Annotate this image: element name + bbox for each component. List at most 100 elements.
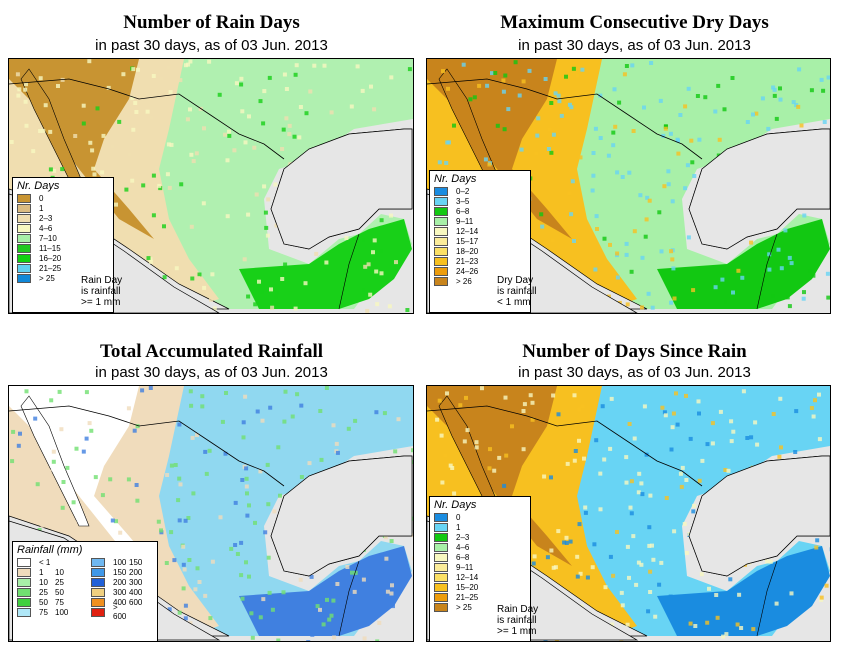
panel-title: Total Accumulated Rainfall <box>99 341 324 362</box>
pixel-cell <box>699 572 704 577</box>
pixel-cell <box>290 414 295 419</box>
pixel-cell <box>572 239 576 243</box>
pixel-cell <box>477 83 482 88</box>
pixel-cell <box>327 617 332 622</box>
legend-title: Nr. Days <box>17 180 60 192</box>
pixel-cell <box>468 97 473 102</box>
pixel-cell <box>629 479 634 484</box>
legend: Nr. Days 0–2 3–5 6–8 9–11 12–14 15–17 18–20 21–… <box>429 170 531 313</box>
pixel-cell <box>504 453 509 458</box>
pixel-cell <box>176 498 181 503</box>
pixel-cell <box>825 271 830 276</box>
pixel-cell <box>16 443 21 448</box>
pixel-cell <box>201 201 206 206</box>
legend-swatch <box>434 266 448 276</box>
pixel-cell <box>374 269 379 274</box>
pixel-cell <box>49 398 54 403</box>
pixel-cell <box>723 300 728 305</box>
pixel-cell <box>569 105 574 110</box>
panel-dry-days: Maximum Consecutive Dry Days in past 30 … <box>423 0 846 329</box>
pixel-cell <box>134 483 139 487</box>
pixel-cell <box>345 565 350 569</box>
pixel-cell <box>224 391 228 395</box>
pixel-cell <box>829 563 830 568</box>
pixel-cell <box>60 167 65 172</box>
pixel-cell <box>352 589 357 594</box>
pixel-cell <box>140 435 145 440</box>
pixel-cell <box>502 127 507 132</box>
pixel-cell <box>545 555 550 560</box>
pixel-cell <box>811 414 816 419</box>
pixel-cell <box>159 528 163 533</box>
pixel-cell <box>789 261 794 266</box>
pixel-cell <box>315 604 320 609</box>
panel-title: Number of Rain Days <box>123 12 300 33</box>
pixel-cell <box>135 498 140 503</box>
gulf-of-mexico-overlay <box>688 455 830 577</box>
pixel-cell <box>774 116 779 121</box>
pixel-cell <box>141 183 146 188</box>
legend-label: 2–3 <box>456 532 470 542</box>
pixel-cell <box>770 293 775 298</box>
pixel-cell <box>443 453 448 458</box>
pixel-cell <box>247 114 251 119</box>
pixel-cell <box>280 147 285 151</box>
legend-swatch <box>434 246 448 256</box>
pixel-cell <box>283 262 288 267</box>
pixel-cell <box>679 484 684 489</box>
pixel-cell <box>598 136 603 140</box>
legend-label: 21–25 <box>39 263 62 273</box>
pixel-cell <box>710 421 715 426</box>
legend-entry: 3–5 <box>430 196 530 206</box>
pixel-cell <box>167 185 172 190</box>
pixel-cell <box>495 123 500 128</box>
pixel-cell <box>608 554 613 559</box>
pixel-cell <box>446 86 450 91</box>
guatemala-border <box>338 233 360 310</box>
pixel-cell <box>89 428 94 433</box>
pixel-cell <box>110 144 115 149</box>
legend-entry: 15–20 <box>430 582 530 592</box>
pixel-cell <box>794 409 799 414</box>
legend-label: 12–14 <box>456 226 479 236</box>
legend-label-high: 600 <box>129 597 143 607</box>
pixel-cell <box>672 296 677 301</box>
pixel-cell <box>585 575 590 580</box>
pixel-cell <box>177 518 182 523</box>
pixel-cell <box>674 391 678 396</box>
pixel-cell <box>243 140 248 145</box>
pixel-cell <box>389 75 394 80</box>
pixel-cell <box>188 107 192 112</box>
pixel-cell <box>643 234 648 239</box>
pixel-cell <box>669 300 674 305</box>
pixel-cell <box>390 583 394 588</box>
pixel-cell <box>594 438 599 443</box>
pixel-cell <box>308 89 313 94</box>
pixel-cell <box>624 455 629 460</box>
pixel-cell <box>258 99 263 104</box>
pixel-cell <box>671 266 676 271</box>
pixel-cell <box>647 198 652 203</box>
legend-entry: 2–3 <box>430 532 530 542</box>
pixel-cell <box>314 251 319 256</box>
pixel-cell <box>151 74 156 78</box>
legend-entry: 24–26 <box>430 266 530 276</box>
pixel-cell <box>645 195 650 200</box>
pixel-cell <box>647 525 652 530</box>
pixel-cell <box>730 76 735 80</box>
pixel-cell <box>530 417 535 422</box>
pixel-cell <box>705 442 710 447</box>
pixel-cell <box>132 428 137 433</box>
legend-rows: 0–2 3–5 6–8 9–11 12–14 15–17 18–20 21–23 24–26 > … <box>430 186 530 286</box>
pixel-cell <box>24 123 29 128</box>
pixel-cell <box>619 590 624 595</box>
pixel-cell <box>651 557 656 562</box>
pixel-cell <box>190 435 195 440</box>
pixel-cell <box>261 597 266 602</box>
pixel-cell <box>355 64 360 69</box>
pixel-cell <box>15 72 20 77</box>
pixel-cell <box>564 74 568 79</box>
legend-entry: 6–8 <box>430 206 530 216</box>
legend-entry: 100 150 <box>87 557 161 567</box>
pixel-cell <box>640 255 645 260</box>
